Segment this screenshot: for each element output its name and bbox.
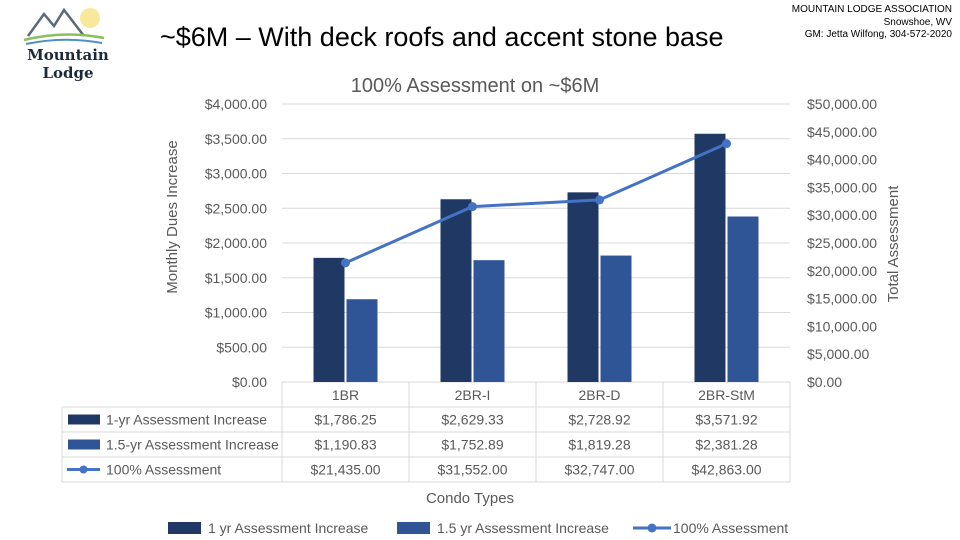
- data-label: $1,819.28: [568, 437, 630, 453]
- table-legend-key: [68, 414, 100, 425]
- category-label: 2BR-I: [455, 387, 491, 403]
- data-label: $2,381.28: [695, 437, 757, 453]
- bar: [600, 255, 632, 382]
- legend-key: [168, 522, 201, 534]
- bar: [473, 260, 505, 382]
- category-label: 2BR-StM: [698, 387, 755, 403]
- org-contact: GM: Jetta Wilfong, 304-572-2020: [804, 29, 952, 40]
- legend-label: 1 yr Assessment Increase: [208, 520, 369, 536]
- data-label: $1,752.89: [441, 437, 503, 453]
- y2-tick-label: $0.00: [807, 374, 842, 390]
- line-point: [722, 139, 731, 149]
- y2-tick-label: $40,000.00: [807, 152, 877, 168]
- y2-tick-label: $30,000.00: [807, 207, 877, 223]
- y2-tick-label: $35,000.00: [807, 179, 877, 195]
- y2-tick-label: $25,000.00: [807, 235, 877, 251]
- category-label: 2BR-D: [578, 387, 620, 403]
- data-label: $21,435.00: [310, 462, 380, 478]
- legend-key: [397, 522, 430, 534]
- legend-label: 100% Assessment: [673, 520, 788, 536]
- data-label: $3,571.92: [695, 412, 757, 428]
- legend-key: [647, 523, 657, 533]
- bar: [440, 199, 472, 382]
- y2-axis-label: Total Assessment: [885, 185, 902, 303]
- y2-tick-label: $50,000.00: [807, 96, 877, 112]
- y-tick-label: $4,000.00: [205, 96, 267, 112]
- line-point: [341, 258, 350, 268]
- bar: [313, 257, 345, 382]
- slide-title: ~$6M – With deck roofs and accent stone …: [160, 22, 724, 52]
- data-label: $2,629.33: [441, 412, 503, 428]
- category-label: 1BR: [332, 387, 359, 403]
- data-label: $1,190.83: [314, 437, 376, 453]
- y-tick-label: $3,500.00: [205, 131, 267, 147]
- y2-tick-label: $5,000.00: [807, 346, 869, 362]
- data-label: $1,786.25: [314, 412, 376, 428]
- line-point: [595, 195, 604, 205]
- org-location: Snowshoe, WV: [883, 16, 952, 28]
- data-label: $42,863.00: [691, 462, 761, 478]
- organization-info: MOUNTAIN LODGE ASSOCIATION Snowshoe, WV …: [792, 4, 952, 42]
- data-label: $32,747.00: [564, 462, 634, 478]
- y-tick-label: $2,500.00: [205, 200, 267, 216]
- chart-title: 100% Assessment on ~$6M: [351, 75, 599, 97]
- y-axis-label: Monthly Dues Increase: [164, 140, 181, 293]
- bar: [694, 133, 726, 382]
- y2-tick-label: $20,000.00: [807, 263, 877, 279]
- y2-tick-label: $10,000.00: [807, 318, 877, 334]
- x-axis-label: Condo Types: [426, 490, 514, 507]
- y-tick-label: $0.00: [232, 374, 267, 390]
- y-tick-label: $1,000.00: [205, 305, 267, 321]
- data-label: $31,552.00: [437, 462, 507, 478]
- table-series-name: 1-yr Assessment Increase: [106, 412, 267, 428]
- y-tick-label: $3,000.00: [205, 166, 267, 182]
- table-series-name: 1.5-yr Assessment Increase: [106, 437, 279, 453]
- y2-tick-label: $15,000.00: [807, 291, 877, 307]
- y-tick-label: $500.00: [216, 339, 267, 355]
- y2-tick-label: $45,000.00: [807, 124, 877, 140]
- y-tick-label: $2,000.00: [205, 235, 267, 251]
- table-legend-key: [68, 439, 100, 450]
- org-name: MOUNTAIN LODGE ASSOCIATION: [791, 4, 952, 15]
- legend-label: 1.5 yr Assessment Increase: [437, 520, 609, 536]
- bar: [727, 216, 759, 382]
- line-point: [468, 202, 477, 212]
- table-legend-key: [79, 465, 88, 474]
- series-line: [344, 142, 728, 265]
- data-label: $2,728.92: [568, 412, 630, 428]
- mountain-logo-icon: [23, 7, 105, 45]
- table-series-name: 100% Assessment: [106, 462, 221, 478]
- bar: [346, 299, 378, 382]
- logo-text: Mountain Lodge: [27, 46, 109, 82]
- y-tick-label: $1,500.00: [205, 270, 267, 286]
- bar: [567, 192, 599, 382]
